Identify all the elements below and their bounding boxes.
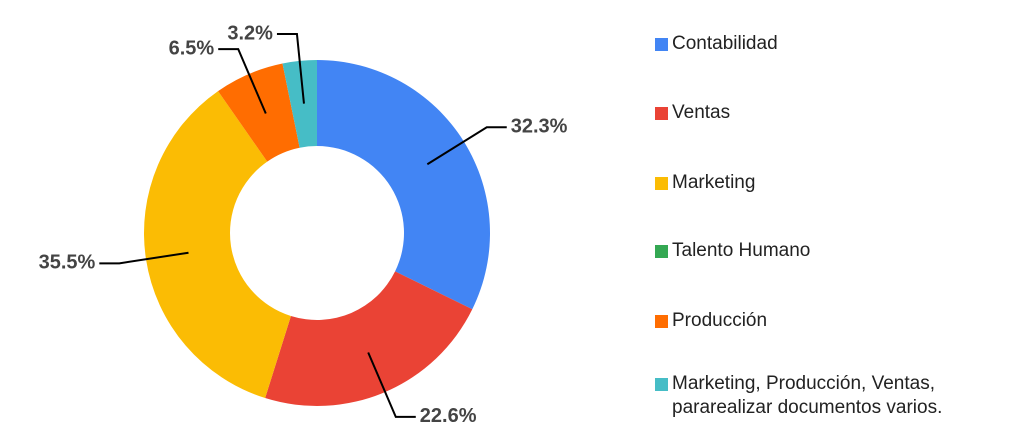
legend-item: Producción — [655, 309, 1005, 333]
leader-line — [276, 33, 305, 104]
legend-item: Marketing — [655, 171, 1005, 195]
legend-swatch — [655, 378, 668, 391]
slice — [143, 91, 291, 399]
legend-swatch — [655, 38, 668, 51]
legend-label: Contabilidad — [672, 33, 778, 54]
slice — [282, 60, 317, 148]
legend-swatch — [655, 177, 668, 190]
data-label: 22.6% — [420, 405, 477, 427]
leader-line — [426, 126, 507, 166]
legend-label: Marketing, Producción, Ventas, parareali… — [672, 373, 943, 418]
legend-item: Marketing, Producción, Ventas, parareali… — [655, 372, 1005, 420]
legend-item: Ventas — [655, 101, 1005, 125]
data-label: 3.2% — [227, 22, 273, 44]
leader-line — [367, 352, 416, 418]
legend-label: Marketing — [672, 172, 756, 193]
legend-label: Ventas — [672, 102, 731, 123]
leader-line — [99, 251, 189, 265]
slice — [265, 271, 473, 406]
slice — [218, 63, 300, 162]
legend-label: Producción — [672, 310, 768, 331]
legend-swatch — [655, 245, 668, 258]
legend-label: Talento Humano — [672, 240, 811, 261]
legend-swatch — [655, 315, 668, 328]
leader-line — [218, 48, 267, 114]
data-label: 6.5% — [169, 37, 215, 59]
chart: 32.3% 22.6% 35.5% 6.5% 3.2% — [39, 22, 568, 427]
data-label: 32.3% — [511, 116, 568, 138]
legend-swatch — [655, 107, 668, 120]
legend-item: Contabilidad — [655, 32, 1005, 56]
data-label: 35.5% — [39, 252, 96, 274]
slice — [317, 60, 491, 310]
legend-item: Talento Humano — [655, 239, 1005, 263]
